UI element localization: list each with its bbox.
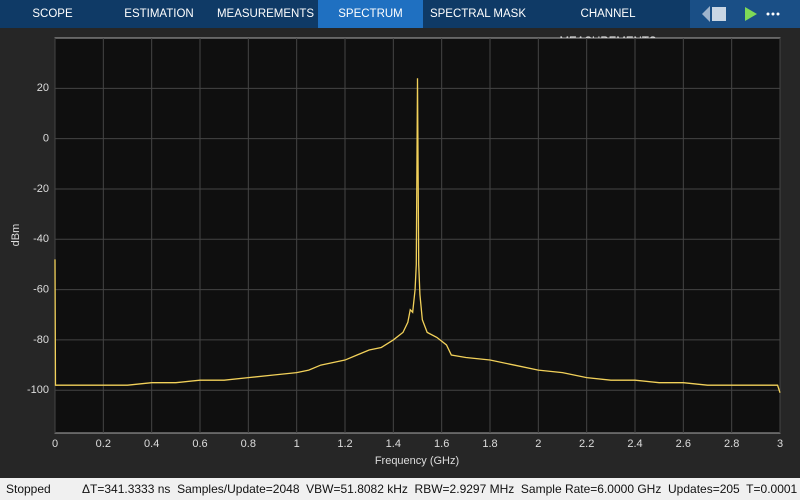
x-tick-label: 0.4 bbox=[144, 438, 159, 450]
tab-bar: SCOPE ESTIMATION MEASUREMENTS SPECTRUM S… bbox=[0, 0, 800, 48]
tab[interactable]: CHANNEL MEASUREMENTS bbox=[559, 8, 656, 48]
tab[interactable]: ESTIMATION bbox=[124, 8, 194, 20]
x-tick-label: 0.8 bbox=[241, 438, 256, 450]
x-tick-label: 2.6 bbox=[676, 438, 691, 450]
tab[interactable]: MEASUREMENTS bbox=[216, 8, 315, 20]
x-tick-label: 3 bbox=[777, 438, 783, 450]
x-tick-label: 0 bbox=[52, 438, 58, 450]
y-tick-label: -80 bbox=[33, 334, 49, 346]
y-tick-label: 20 bbox=[37, 82, 49, 94]
more-dot[interactable] bbox=[766, 12, 770, 16]
x-tick-label: 1.8 bbox=[482, 438, 497, 450]
back-icon[interactable] bbox=[702, 6, 710, 22]
run-icon[interactable] bbox=[745, 7, 757, 21]
icons bbox=[702, 6, 780, 22]
y-tick-label: -60 bbox=[33, 283, 49, 295]
x-tick-label: 2.4 bbox=[627, 438, 642, 450]
y-tick-label: 0 bbox=[43, 133, 49, 145]
more-dot[interactable] bbox=[771, 12, 775, 16]
status-state: Stopped bbox=[6, 482, 51, 496]
toolbar-icons bbox=[690, 0, 800, 28]
more-dot[interactable] bbox=[776, 12, 780, 16]
x-tick-label: 1.2 bbox=[337, 438, 352, 450]
tab[interactable]: SPECTRAL MASK bbox=[429, 8, 527, 20]
chart: Frequency (GHz) dBm -100-80-60-40-200200… bbox=[10, 37, 783, 467]
x-tick-label: 2.8 bbox=[724, 438, 739, 450]
x-tick-label: 1.6 bbox=[434, 438, 449, 450]
tab[interactable]: SPECTRUM bbox=[318, 0, 423, 28]
x-tick-label: 0.2 bbox=[96, 438, 111, 450]
y-tick-label: -20 bbox=[33, 183, 49, 195]
x-tick-label: 2.2 bbox=[579, 438, 594, 450]
x-tick-label: 2 bbox=[535, 438, 541, 450]
spectrum-trace bbox=[54, 78, 781, 393]
x-tick-label: 0.6 bbox=[192, 438, 207, 450]
status-info: ΔT=341.3333 ns Samples/Update=2048 VBW=5… bbox=[82, 482, 798, 496]
x-tick-label: 1.4 bbox=[386, 438, 401, 450]
y-axis-label: dBm bbox=[10, 224, 22, 247]
status-bar: Stopped ΔT=341.3333 ns Samples/Update=20… bbox=[0, 478, 800, 500]
tab[interactable]: SCOPE bbox=[32, 8, 73, 20]
x-axis-label: Frequency (GHz) bbox=[375, 455, 459, 467]
y-tick-label: -40 bbox=[33, 233, 49, 245]
x-tick-label: 1 bbox=[294, 438, 300, 450]
y-tick-label: -100 bbox=[27, 384, 49, 396]
config-icon[interactable] bbox=[712, 7, 726, 21]
